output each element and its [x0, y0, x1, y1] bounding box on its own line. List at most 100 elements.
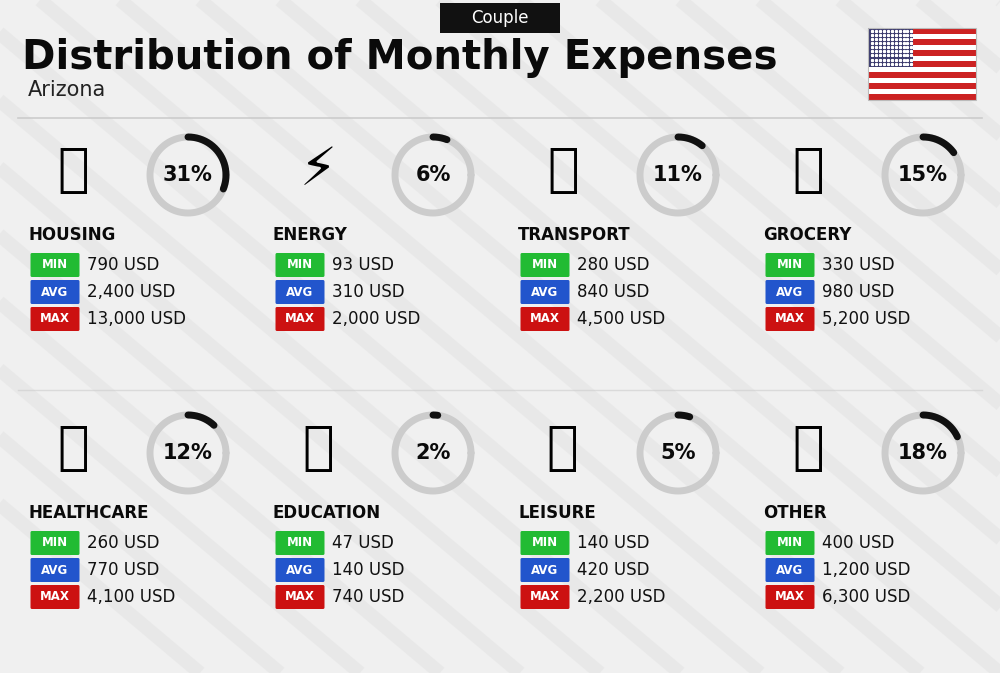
Text: 🛍️: 🛍️ [547, 422, 579, 474]
FancyBboxPatch shape [766, 253, 814, 277]
FancyBboxPatch shape [30, 253, 80, 277]
Text: 770 USD: 770 USD [87, 561, 159, 579]
FancyBboxPatch shape [276, 585, 324, 609]
Bar [868, 44, 976, 50]
Text: Arizona: Arizona [28, 80, 106, 100]
Text: MAX: MAX [775, 312, 805, 326]
FancyBboxPatch shape [30, 558, 80, 582]
Text: Distribution of Monthly Expenses: Distribution of Monthly Expenses [22, 38, 778, 78]
Bar [868, 34, 976, 39]
Text: MAX: MAX [775, 590, 805, 604]
Text: EDUCATION: EDUCATION [273, 504, 381, 522]
Text: 740 USD: 740 USD [332, 588, 404, 606]
Bar [868, 83, 976, 89]
Text: 6,300 USD: 6,300 USD [822, 588, 910, 606]
FancyBboxPatch shape [520, 280, 570, 304]
Text: AVG: AVG [286, 563, 314, 577]
Text: GROCERY: GROCERY [763, 226, 851, 244]
FancyBboxPatch shape [520, 558, 570, 582]
Text: ⚡: ⚡ [300, 144, 336, 196]
Text: 4,500 USD: 4,500 USD [577, 310, 665, 328]
Text: 31%: 31% [163, 165, 213, 185]
Text: LEISURE: LEISURE [518, 504, 596, 522]
Text: MIN: MIN [777, 536, 803, 549]
Text: 11%: 11% [653, 165, 703, 185]
FancyBboxPatch shape [766, 307, 814, 331]
Text: AVG: AVG [776, 563, 804, 577]
Text: 400 USD: 400 USD [822, 534, 894, 552]
Text: MAX: MAX [530, 590, 560, 604]
Bar [868, 61, 976, 67]
Text: 12%: 12% [163, 443, 213, 463]
Text: HEALTHCARE: HEALTHCARE [28, 504, 148, 522]
Text: 🏢: 🏢 [57, 144, 89, 196]
Bar [868, 39, 976, 44]
Text: 260 USD: 260 USD [87, 534, 160, 552]
FancyBboxPatch shape [276, 253, 324, 277]
Text: MIN: MIN [42, 536, 68, 549]
Text: 140 USD: 140 USD [332, 561, 404, 579]
FancyBboxPatch shape [440, 3, 560, 33]
Text: HOUSING: HOUSING [28, 226, 115, 244]
FancyBboxPatch shape [766, 585, 814, 609]
Text: 4,100 USD: 4,100 USD [87, 588, 175, 606]
Bar [868, 28, 913, 67]
Text: 840 USD: 840 USD [577, 283, 649, 301]
Text: MIN: MIN [287, 536, 313, 549]
Bar [868, 67, 976, 72]
Text: 5%: 5% [660, 443, 696, 463]
Text: Couple: Couple [471, 9, 529, 27]
Text: 2,200 USD: 2,200 USD [577, 588, 666, 606]
Text: 🎓: 🎓 [302, 422, 334, 474]
Text: AVG: AVG [531, 563, 559, 577]
FancyBboxPatch shape [276, 307, 324, 331]
Text: AVG: AVG [41, 285, 69, 299]
Bar [868, 94, 976, 100]
FancyBboxPatch shape [520, 253, 570, 277]
Text: MAX: MAX [530, 312, 560, 326]
FancyBboxPatch shape [276, 280, 324, 304]
Text: 330 USD: 330 USD [822, 256, 895, 274]
Text: 🏥: 🏥 [57, 422, 89, 474]
Text: MAX: MAX [285, 590, 315, 604]
Text: 6%: 6% [415, 165, 451, 185]
Text: 47 USD: 47 USD [332, 534, 394, 552]
Bar [868, 72, 976, 78]
Text: 5,200 USD: 5,200 USD [822, 310, 910, 328]
FancyBboxPatch shape [30, 307, 80, 331]
Text: 🚌: 🚌 [547, 144, 579, 196]
Text: 1,200 USD: 1,200 USD [822, 561, 910, 579]
Bar [868, 50, 976, 56]
FancyBboxPatch shape [30, 585, 80, 609]
Text: 2,400 USD: 2,400 USD [87, 283, 175, 301]
FancyBboxPatch shape [30, 280, 80, 304]
Text: TRANSPORT: TRANSPORT [518, 226, 631, 244]
Text: 15%: 15% [898, 165, 948, 185]
Bar [868, 28, 976, 34]
Text: MIN: MIN [287, 258, 313, 271]
Text: MIN: MIN [532, 258, 558, 271]
Bar [868, 89, 976, 94]
FancyBboxPatch shape [520, 531, 570, 555]
Text: ENERGY: ENERGY [273, 226, 348, 244]
FancyBboxPatch shape [276, 531, 324, 555]
Text: 13,000 USD: 13,000 USD [87, 310, 186, 328]
Text: MAX: MAX [285, 312, 315, 326]
FancyBboxPatch shape [520, 585, 570, 609]
Text: 💼: 💼 [792, 422, 824, 474]
Text: 980 USD: 980 USD [822, 283, 894, 301]
Text: 140 USD: 140 USD [577, 534, 650, 552]
Text: AVG: AVG [776, 285, 804, 299]
FancyBboxPatch shape [766, 531, 814, 555]
Bar [868, 56, 976, 61]
Bar [868, 78, 976, 83]
Text: MIN: MIN [532, 536, 558, 549]
FancyBboxPatch shape [30, 531, 80, 555]
Text: 420 USD: 420 USD [577, 561, 650, 579]
Text: MAX: MAX [40, 312, 70, 326]
Text: AVG: AVG [531, 285, 559, 299]
Text: OTHER: OTHER [763, 504, 827, 522]
Text: MAX: MAX [40, 590, 70, 604]
Text: 2,000 USD: 2,000 USD [332, 310, 420, 328]
FancyBboxPatch shape [766, 558, 814, 582]
